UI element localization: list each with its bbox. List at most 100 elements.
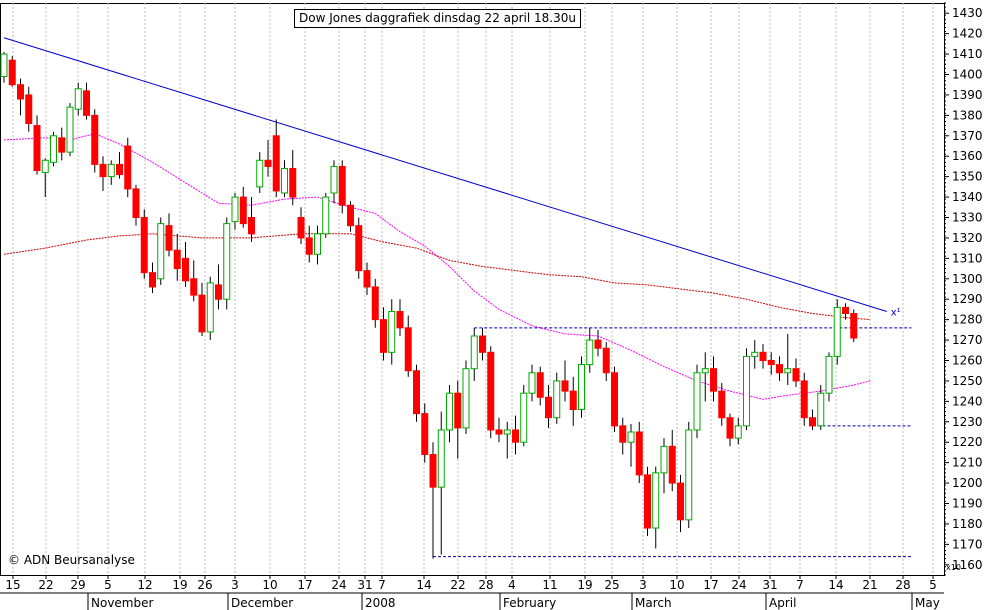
y-tick-label: 1350	[952, 170, 983, 184]
candle-up	[833, 306, 841, 357]
y-tick-label: 1360	[952, 149, 983, 163]
candle-down	[421, 413, 429, 455]
candle-down	[454, 392, 462, 429]
month-label: March	[635, 596, 672, 610]
x-tick-label: 28	[478, 578, 493, 592]
candle-down	[842, 306, 849, 315]
candle-down	[850, 313, 858, 339]
x-tick-label: 10	[262, 578, 277, 592]
x-tick-label: 7	[378, 578, 386, 592]
x-tick-label: 17	[703, 578, 718, 592]
candle-up	[817, 392, 825, 427]
candle-up	[784, 368, 792, 374]
x-tick-label: 11	[542, 578, 557, 592]
candle-up	[627, 431, 635, 443]
y-tick-label: 1260	[952, 354, 983, 368]
y-tick-label: 1250	[952, 374, 983, 388]
y-tick-label: 1180	[952, 517, 983, 531]
candle-up	[223, 223, 231, 300]
candle-up	[41, 159, 49, 174]
candle-up	[446, 392, 453, 431]
candle-up	[685, 429, 693, 521]
x-tick-label: 28	[895, 578, 910, 592]
candle-down	[190, 278, 198, 296]
candle-down	[124, 145, 132, 190]
y-tick-label: 1220	[952, 435, 983, 449]
candle-down	[677, 482, 684, 521]
candle-down	[809, 417, 816, 427]
y-tick-label: 1390	[952, 88, 983, 102]
candle-up	[503, 429, 511, 435]
candle-down	[611, 372, 618, 427]
candle-down	[404, 327, 412, 372]
y-tick-label: 1340	[952, 190, 983, 204]
x-tick-label: 5	[929, 578, 937, 592]
x-tick-label: 4	[508, 578, 516, 592]
x-tick-label: 31	[357, 578, 372, 592]
candle-up	[256, 159, 264, 188]
candle-down	[561, 380, 569, 392]
candle-up	[314, 233, 321, 255]
x-tick-label: 19	[577, 578, 592, 592]
candle-down	[668, 445, 676, 484]
x-tick-label: 5	[104, 578, 112, 592]
candle-up	[157, 223, 165, 280]
x-tick-label: 24	[731, 578, 746, 592]
candle-down	[495, 429, 503, 435]
candle-up	[66, 106, 74, 153]
candle-down	[759, 351, 767, 362]
candle-up	[50, 135, 57, 163]
y-tick-label: 1190	[952, 497, 983, 511]
candle-down	[635, 431, 643, 476]
credit-label: © ADN Beursanalyse	[8, 553, 135, 567]
candle-up	[578, 364, 585, 411]
month-label: November	[91, 596, 153, 610]
candle-up	[652, 472, 660, 529]
x-tick-label: 19	[172, 578, 187, 592]
candle-up	[586, 339, 594, 366]
candle-up	[660, 445, 668, 474]
candle-down	[289, 167, 297, 198]
candle-up	[701, 368, 709, 374]
y-tick-label: 1160	[952, 558, 983, 572]
y-tick-label: 1370	[952, 129, 983, 143]
candle-down	[165, 225, 173, 251]
candle-up	[231, 196, 239, 223]
candle-down	[380, 319, 387, 353]
candle-up	[74, 88, 82, 110]
candle-down	[792, 368, 800, 382]
x-tick-label: 21	[862, 578, 877, 592]
candle-down	[355, 225, 363, 272]
y-tick-label: 1270	[952, 333, 983, 347]
candle-down	[239, 196, 247, 225]
candle-down	[91, 114, 99, 165]
candle-down	[710, 368, 717, 392]
x-tick-label: 7	[796, 578, 804, 592]
x-tick-label: 12	[137, 578, 152, 592]
x-tick-label: 14	[828, 578, 843, 592]
month-label: December	[231, 596, 293, 610]
candle-up	[751, 351, 759, 357]
candle-down	[140, 217, 148, 274]
candle-down	[371, 286, 379, 321]
candle-down	[58, 137, 66, 153]
month-label: February	[503, 596, 556, 610]
candle-down	[83, 90, 90, 116]
y-tick-label: 1300	[952, 272, 983, 286]
x-tick-label: 24	[331, 578, 346, 592]
chart-title: Dow Jones daggrafiek dinsdag 22 april 18…	[294, 9, 581, 28]
candle-up	[437, 429, 445, 488]
candle-down	[536, 372, 544, 398]
y-tick-label: 1380	[952, 108, 983, 122]
x-tick-label: 10	[669, 578, 684, 592]
candle-down	[800, 380, 808, 419]
candle-up	[107, 163, 115, 178]
candle-up	[470, 335, 478, 370]
candle-down	[116, 163, 123, 176]
candle-down	[173, 249, 181, 270]
candle-down	[569, 390, 577, 411]
candle-up	[553, 380, 561, 419]
candle-up	[206, 282, 214, 333]
candle-down	[594, 339, 602, 349]
